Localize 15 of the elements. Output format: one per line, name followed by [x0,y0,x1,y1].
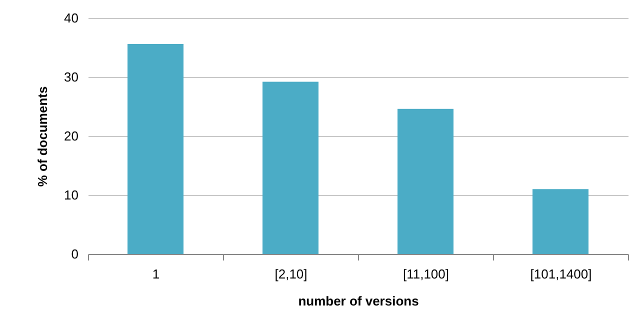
y-tick-label: 0 [71,246,78,262]
y-tick-label: 30 [64,70,78,84]
bar [128,44,184,254]
y-axis-title: % of documents [35,86,50,187]
bar [532,189,588,254]
bar [262,82,318,254]
y-tick-label: 40 [64,10,78,26]
y-tick-label: 20 [64,128,78,144]
x-tick-label: [2,10] [274,266,308,282]
y-tick-label: 10 [64,188,78,202]
bar [398,108,454,254]
x-axis-title: number of versions [298,294,419,308]
x-tick-label: [101,1400] [530,266,592,282]
x-tick-label: 1 [152,266,160,282]
x-tick-label: [11,100] [402,266,450,282]
